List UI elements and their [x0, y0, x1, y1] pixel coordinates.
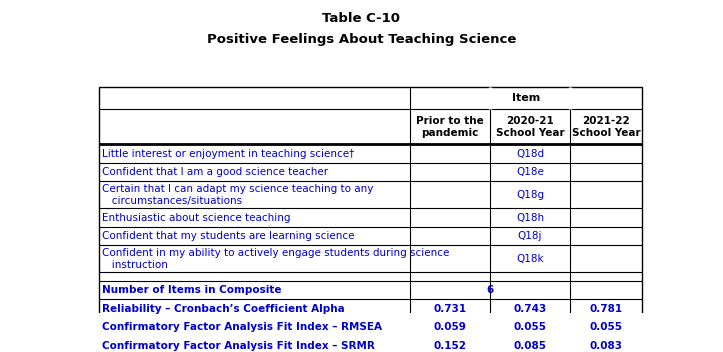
- Text: 0.059: 0.059: [433, 322, 466, 332]
- Text: 2020-21
School Year: 2020-21 School Year: [496, 115, 564, 138]
- Text: Table C-10: Table C-10: [322, 12, 401, 25]
- Text: Q18g: Q18g: [516, 190, 544, 200]
- Text: 0.731: 0.731: [433, 304, 466, 314]
- Text: 0.085: 0.085: [513, 340, 547, 351]
- Text: Q18e: Q18e: [516, 167, 544, 177]
- Text: Confident that I am a good science teacher: Confident that I am a good science teach…: [102, 167, 328, 177]
- Text: Confirmatory Factor Analysis Fit Index – RMSEA: Confirmatory Factor Analysis Fit Index –…: [102, 322, 382, 332]
- Text: Reliability – Cronbach’s Coefficient Alpha: Reliability – Cronbach’s Coefficient Alp…: [102, 304, 345, 314]
- Text: Confident that my students are learning science: Confident that my students are learning …: [102, 231, 355, 241]
- Text: Prior to the
pandemic: Prior to the pandemic: [416, 115, 484, 138]
- Text: Q18h: Q18h: [516, 213, 544, 222]
- Text: Confident in my ability to actively engage students during science
   instructio: Confident in my ability to actively enga…: [102, 247, 450, 270]
- Text: 0.152: 0.152: [433, 340, 466, 351]
- Text: Positive Feelings About Teaching Science: Positive Feelings About Teaching Science: [207, 33, 516, 46]
- Text: Enthusiastic about science teaching: Enthusiastic about science teaching: [102, 213, 291, 222]
- Text: 0.055: 0.055: [590, 322, 623, 332]
- Text: Item: Item: [512, 93, 540, 103]
- Text: Q18k: Q18k: [516, 254, 544, 264]
- Text: 0.055: 0.055: [513, 322, 547, 332]
- Text: Q18j: Q18j: [518, 231, 542, 241]
- Text: 0.743: 0.743: [513, 304, 547, 314]
- Text: 0.781: 0.781: [589, 304, 623, 314]
- Text: Q18d: Q18d: [516, 149, 544, 159]
- Text: Little interest or enjoyment in teaching science†: Little interest or enjoyment in teaching…: [102, 149, 354, 159]
- Text: Certain that I can adapt my science teaching to any
   circumstances/situations: Certain that I can adapt my science teac…: [102, 184, 374, 206]
- Text: 2021-22
School Year: 2021-22 School Year: [572, 115, 641, 138]
- Text: Number of Items in Composite: Number of Items in Composite: [102, 285, 282, 295]
- Text: 0.083: 0.083: [590, 340, 623, 351]
- Text: Confirmatory Factor Analysis Fit Index – SRMR: Confirmatory Factor Analysis Fit Index –…: [102, 340, 375, 351]
- Text: 6: 6: [487, 285, 494, 295]
